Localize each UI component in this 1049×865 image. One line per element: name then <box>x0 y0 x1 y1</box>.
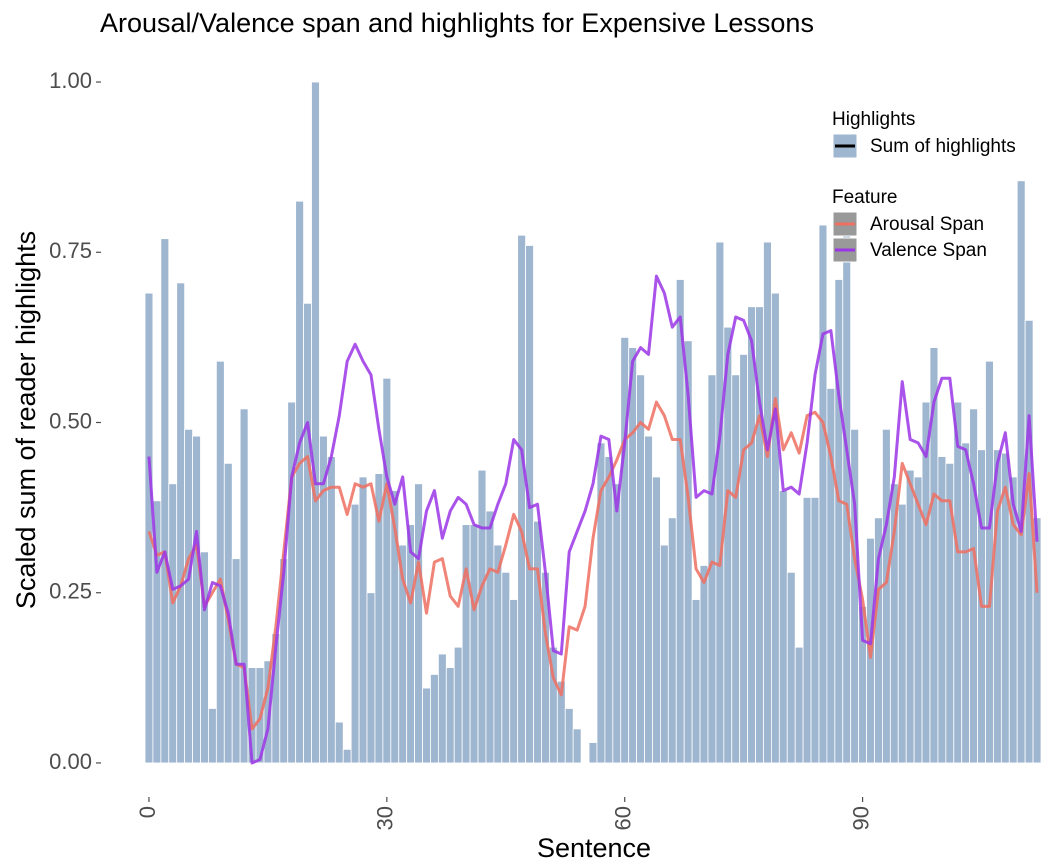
bar <box>469 524 479 764</box>
x-tick-label: 90 <box>848 806 873 830</box>
bar <box>533 520 542 764</box>
bar <box>1024 319 1034 764</box>
bar <box>969 408 978 764</box>
bar <box>572 728 582 764</box>
bar <box>937 456 947 764</box>
bar <box>160 238 170 764</box>
bar <box>683 340 693 764</box>
line <box>147 397 1039 731</box>
bar <box>239 408 249 764</box>
bar <box>406 524 415 764</box>
y-tick-label: 0.00 <box>49 749 92 774</box>
bar <box>810 496 820 764</box>
bar <box>342 748 352 764</box>
bar <box>778 490 788 764</box>
bar <box>303 302 312 764</box>
bar <box>652 476 661 764</box>
bar <box>350 503 360 764</box>
bar <box>326 456 336 764</box>
bar <box>501 571 511 764</box>
legend-label: Arousal Span <box>870 214 984 235</box>
bar <box>334 721 344 764</box>
bar <box>794 646 804 764</box>
bar <box>786 571 796 764</box>
bar <box>430 674 439 764</box>
bar <box>771 292 780 764</box>
legend-label: Valence Span <box>870 240 987 261</box>
y-tick-label: 0.50 <box>49 408 92 433</box>
bar <box>842 217 852 764</box>
bar <box>168 483 178 764</box>
bar <box>453 646 463 764</box>
chart-title: Arousal/Valence span and highlights for … <box>100 8 814 38</box>
bar <box>192 435 201 764</box>
bar <box>802 496 812 764</box>
bar <box>636 374 645 764</box>
bar <box>953 401 963 764</box>
legend-title: Feature <box>832 187 897 208</box>
bar <box>208 708 217 764</box>
y-tick-label: 0.25 <box>49 579 92 604</box>
bar <box>382 377 392 764</box>
bar <box>604 456 614 764</box>
bar <box>437 653 447 764</box>
bar <box>763 241 772 764</box>
bar <box>628 347 638 764</box>
bar <box>509 599 519 764</box>
bar <box>644 435 653 764</box>
bar <box>184 428 193 764</box>
bar <box>747 306 756 764</box>
bar <box>366 592 376 764</box>
bar <box>588 742 598 764</box>
x-axis-label: Sentence <box>537 833 651 863</box>
bar <box>200 551 209 764</box>
bar <box>215 360 225 764</box>
bar <box>564 708 574 764</box>
legend-title: Highlights <box>832 109 915 130</box>
bar <box>445 667 455 764</box>
bar <box>485 510 495 764</box>
y-tick-label: 1.00 <box>49 68 92 93</box>
bar <box>667 517 677 764</box>
bar <box>961 442 971 764</box>
bar <box>818 224 828 764</box>
bar <box>739 354 749 764</box>
bar <box>612 483 622 764</box>
bar <box>699 565 709 764</box>
bar <box>517 234 527 764</box>
bar <box>905 469 915 764</box>
bar <box>422 687 431 764</box>
x-tick-label: 30 <box>373 806 398 830</box>
bar <box>715 241 725 764</box>
bar <box>691 599 701 764</box>
bar <box>897 503 907 764</box>
line <box>147 274 1039 765</box>
bar <box>358 476 368 764</box>
x-tick-label: 0 <box>135 806 160 818</box>
bar <box>176 282 186 764</box>
x-tick-label: 60 <box>611 806 636 830</box>
bar <box>913 476 923 764</box>
bar <box>477 469 487 764</box>
bar <box>659 544 669 764</box>
bar <box>287 401 297 764</box>
bar <box>493 544 503 764</box>
bar <box>295 200 304 764</box>
y-tick-label: 0.75 <box>49 238 92 263</box>
bar <box>461 524 471 764</box>
y-axis-label: Scaled sum of reader highlights <box>11 231 41 609</box>
bar <box>414 483 423 764</box>
legend-label: Sum of highlights <box>870 136 1016 157</box>
bar <box>731 374 741 764</box>
bar <box>882 428 891 764</box>
bar <box>144 292 154 764</box>
bar <box>311 81 320 764</box>
bar <box>834 279 844 764</box>
